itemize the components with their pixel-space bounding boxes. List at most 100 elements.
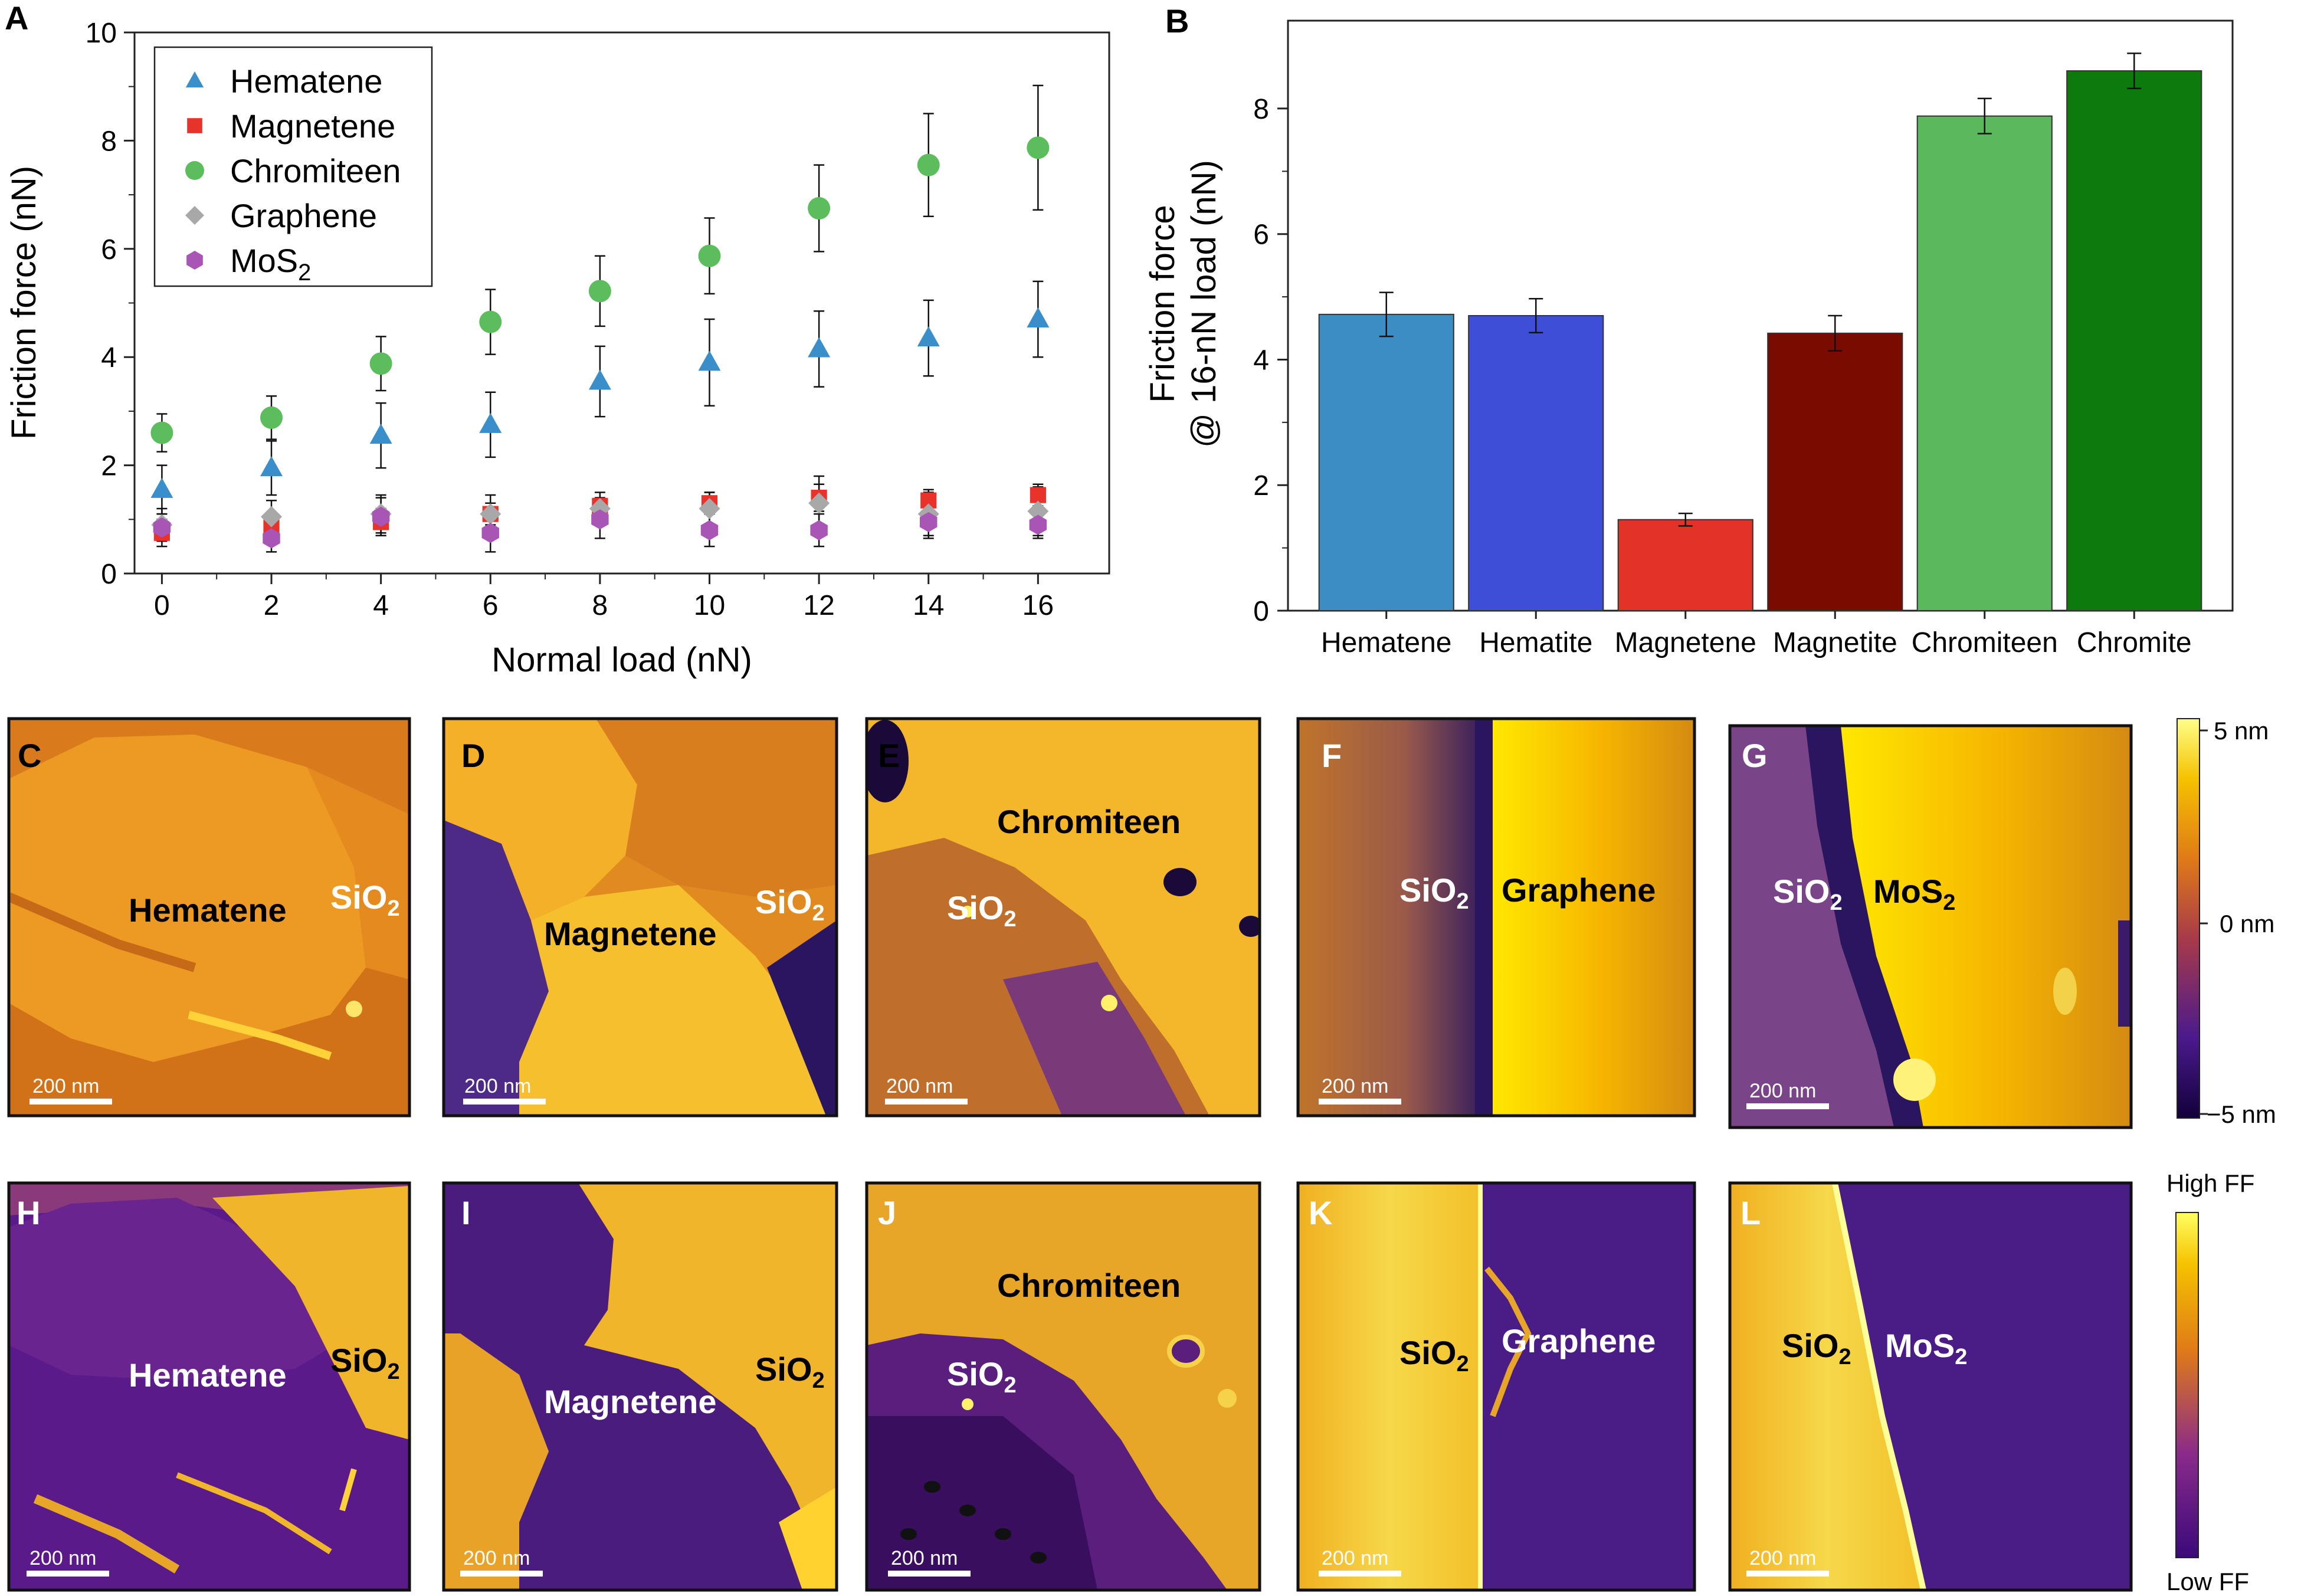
data-point-mos2 [700, 520, 719, 540]
colorbar-friction: High FF Low FF [2166, 1169, 2254, 1595]
data-point-hematene [698, 350, 721, 371]
image-l-label-sio2: SiO2 [1782, 1327, 1851, 1369]
image-f-letter: F [1322, 737, 1342, 774]
data-point-chromiteen [698, 244, 721, 267]
image-i-scalebar [460, 1571, 543, 1577]
ff-image-j: J Chromiteen SiO2 200 nm [865, 1181, 1261, 1592]
legend-marker-magnetene [187, 118, 202, 133]
colorbar-friction-top: High FF [2166, 1169, 2254, 1197]
data-point-mos2 [920, 512, 938, 532]
afm-image-f: F SiO2 Graphene 200 nm [1296, 717, 1696, 1117]
image-l-label-mos2: MoS2 [1885, 1327, 1967, 1369]
data-point-chromiteen [808, 197, 831, 220]
data-point-hematene [1027, 307, 1050, 328]
data-point-graphene [261, 506, 283, 527]
afm-image-e: E Chromiteen SiO2 200 nm [865, 717, 1261, 1117]
image-i-letter: I [461, 1194, 471, 1231]
chart-b-ylabel-line2: @ 16-nN load (nN) [1185, 160, 1223, 448]
image-k-label-sio2: SiO2 [1399, 1334, 1469, 1377]
image-g-scalebar-label: 200 nm [1749, 1080, 1816, 1102]
chart-a-legend: Hematene Magnetene Chromiteen Graphene MoS2 [153, 46, 433, 287]
chart-b-ytick-label: 0 [1253, 596, 1269, 627]
legend-label-chromiteen: Chromiteen [230, 152, 401, 189]
data-point-chromiteen [588, 280, 611, 303]
chart-a-xtick-label: 16 [1022, 590, 1054, 621]
image-j-label-chromiteen: Chromiteen [997, 1267, 1181, 1304]
colorbar-height-top: 5 nm [2214, 717, 2269, 745]
afm-image-g: G SiO2 MoS2 200 nm [1728, 724, 2133, 1129]
image-c-scalebar [30, 1099, 112, 1105]
data-point-graphene [699, 497, 720, 519]
image-i-label-magnetene: Magnetene [544, 1383, 717, 1420]
image-h-scalebar [27, 1571, 109, 1577]
chart-b-category-label: Hematite [1479, 627, 1592, 658]
image-d-label-sio2: SiO2 [755, 883, 825, 926]
chart-a-xtick-label: 2 [264, 590, 280, 621]
image-e-label-sio2: SiO2 [947, 889, 1017, 932]
data-point-mos2 [372, 506, 390, 527]
image-h-letter: H [17, 1194, 40, 1231]
image-i-label-sio2: SiO2 [755, 1351, 825, 1393]
chart-b-category-label: Chromiteen [1912, 627, 2058, 658]
image-h-scalebar-label: 200 nm [30, 1547, 96, 1569]
image-c-letter: C [18, 737, 41, 774]
chart-a-xtick-label: 8 [592, 590, 608, 621]
image-k-scalebar [1319, 1571, 1401, 1577]
data-point-chromiteen [1027, 136, 1050, 159]
ff-image-h: H Hematene SiO2 200 nm [7, 1181, 411, 1592]
image-j-label-sio2: SiO2 [947, 1355, 1017, 1398]
data-point-graphene [1027, 500, 1049, 522]
image-d-scalebar-label: 200 nm [464, 1075, 531, 1097]
bar-magnetene [1617, 519, 1753, 612]
image-d-letter: D [461, 737, 485, 774]
image-j-letter: J [878, 1194, 896, 1231]
data-point-mos2 [810, 520, 828, 540]
chart-a-xtick-label: 10 [694, 590, 725, 621]
legend-label-hematene: Hematene [230, 63, 382, 100]
image-j-scalebar-label: 200 nm [891, 1547, 958, 1569]
data-point-chromiteen [260, 406, 283, 429]
bar-chromiteen [1916, 115, 2053, 611]
panel-label-b: B [1165, 2, 1189, 40]
image-g-label-mos2: MoS2 [1873, 873, 1955, 915]
ff-image-k: K SiO2 Graphene 200 nm [1296, 1181, 1696, 1592]
image-e-scalebar [885, 1099, 968, 1105]
colorbar-height-mid: 0 nm [2220, 910, 2274, 938]
afm-image-d: D Magnetene SiO2 200 nm [442, 717, 838, 1117]
bar-hematite [1468, 315, 1604, 611]
data-point-hematene [917, 326, 940, 347]
image-d-label-magnetene: Magnetene [544, 915, 717, 952]
chart-a-xtick-label: 4 [373, 590, 389, 621]
image-j-scalebar [888, 1571, 971, 1577]
legend-marker-chromiteen [185, 161, 204, 180]
image-k-letter: K [1309, 1194, 1332, 1231]
data-point-graphene [808, 492, 830, 514]
bar-chromite [2066, 70, 2202, 611]
data-point-chromiteen [917, 153, 940, 176]
chart-a-ytick-label: 0 [101, 559, 117, 590]
image-k-label-graphene: Graphene [1502, 1322, 1656, 1359]
chart-a-ytick-label: 8 [101, 126, 117, 157]
chart-a-ytick-label: 4 [101, 342, 117, 373]
legend-label-mos2-main: MoS [230, 242, 298, 279]
ff-image-i: I Magnetene SiO2 200 nm [442, 1181, 838, 1592]
colorbar-height: 5 nm 0 nm −5 nm [2177, 717, 2276, 1128]
legend-label-mos2-sub: 2 [298, 260, 311, 286]
colorbar-friction-bottom: Low FF [2166, 1568, 2249, 1595]
data-point-mos2 [481, 523, 499, 543]
chart-b-category-label: Chromite [2077, 627, 2192, 658]
data-point-hematene [260, 456, 283, 477]
chart-b-category-label: Magnetite [1773, 627, 1897, 658]
image-l-scalebar-label: 200 nm [1749, 1547, 1816, 1569]
chart-a-ytick-label: 10 [86, 18, 117, 49]
image-e-scalebar-label: 200 nm [886, 1075, 953, 1097]
data-point-magnetene [1030, 487, 1046, 503]
data-point-hematene [588, 369, 611, 390]
chart-a-ytick-label: 2 [101, 451, 117, 482]
image-f-scalebar [1319, 1099, 1401, 1105]
chart-a-xtick-label: 14 [913, 590, 944, 621]
data-point-mos2 [153, 517, 171, 538]
data-point-mos2 [1029, 514, 1047, 535]
chart-b-ytick-label: 8 [1253, 94, 1269, 125]
data-point-chromiteen [369, 352, 392, 375]
